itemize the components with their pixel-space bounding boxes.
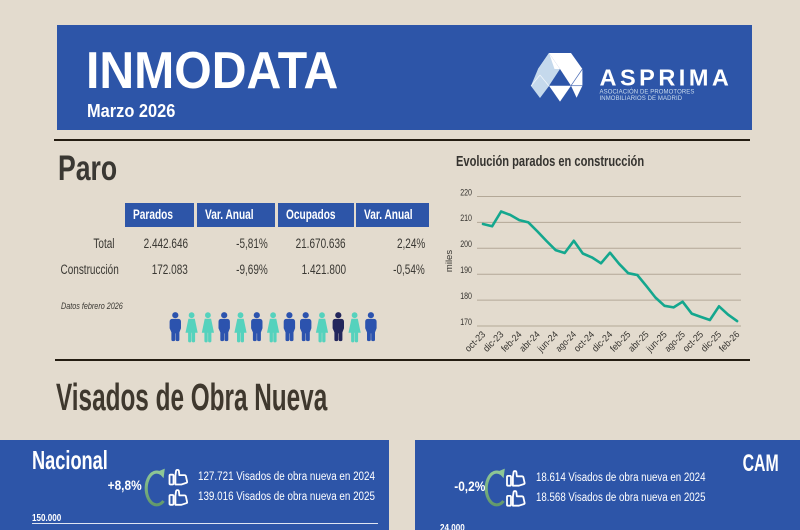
svg-text:170: 170: [460, 317, 472, 328]
svg-text:miles: miles: [444, 250, 455, 272]
svg-text:180: 180: [460, 291, 472, 302]
svg-text:ASPRIMA: ASPRIMA: [600, 65, 733, 91]
svg-text:ASOCIACIÓN DE PROMOTORES: ASOCIACIÓN DE PROMOTORES: [600, 89, 695, 96]
svg-text:210: 210: [460, 213, 472, 224]
svg-text:220: 220: [460, 187, 472, 198]
svg-text:feb-26: feb-26: [717, 329, 742, 354]
svg-text:INMOBILIARIOS DE MADRID: INMOBILIARIOS DE MADRID: [600, 96, 683, 102]
svg-text:190: 190: [460, 265, 472, 276]
svg-text:200: 200: [460, 239, 472, 250]
